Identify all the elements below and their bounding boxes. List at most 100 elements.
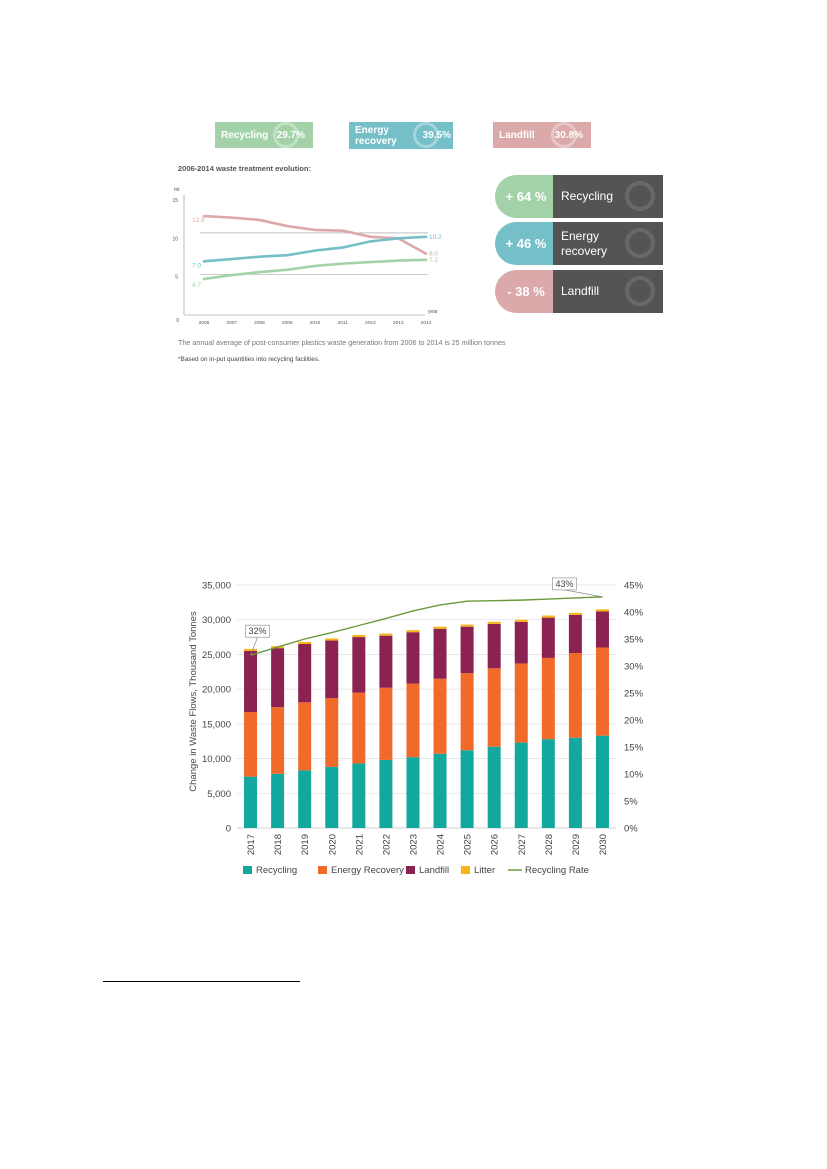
bar-segment [325,698,339,767]
footnote-separator [103,981,300,982]
bar-segment [406,630,420,633]
recycle-icon [273,122,299,148]
change-label: Recycling [561,189,614,203]
x-tick-label: 2022 [381,834,392,855]
y2-tick-label: 25% [624,689,644,700]
bar-segment [379,759,393,828]
bar-segment [379,687,393,760]
series-line [202,235,428,263]
bar-segment [325,638,339,641]
bar-segment [595,735,609,828]
bar-segment [271,648,285,708]
bar-segment [298,644,312,703]
callout-leader [250,637,258,656]
bar-segment [352,634,366,638]
power-icon [413,122,439,148]
x-tick-label: 2027 [517,834,528,855]
bar-segment [595,611,609,648]
bar-segment [271,773,285,828]
bar-segment [406,757,420,828]
truck-icon [625,276,655,306]
callout-label: 32% [249,626,267,636]
bar-segment [568,614,582,654]
legend-label: Recycling [256,865,297,876]
legend-label: Litter [474,865,495,876]
bar-segment [379,635,393,688]
recycle-icon [625,181,655,211]
callout-leader [564,589,603,598]
y2-tick-label: 30% [624,662,644,673]
y-axis-label: Change in Waste Flows, Thousand Tonnes [188,611,199,792]
footnote: *Based on in-put quantities into recycli… [178,356,320,363]
x-tick-label: 2029 [571,834,582,855]
y-tick-label: 20,000 [202,685,231,696]
y2-tick-label: 45% [624,581,644,592]
truck-icon [551,122,577,148]
change-label: Landfill [561,284,600,298]
change-value: + 46 % [495,222,553,265]
bar-segment [352,763,366,828]
callout-box [245,624,270,638]
bar-segment [271,707,285,774]
x-tick-label: 2023 [408,834,419,855]
y2-tick-label: 10% [624,770,644,781]
change-row-energy: + 46 % Energy recovery [495,222,663,265]
bar-segment [541,739,555,828]
legend-label: Landfill [419,865,449,876]
bar-segment [433,628,447,679]
bar-segment [433,753,447,828]
share-box-energy: Energy recovery 39.5% [349,122,453,149]
x-tick-label: 2019 [300,834,311,855]
bar-segment [244,712,258,777]
bar-segment [244,776,258,828]
bar-segment [514,621,528,664]
bar-segment [298,702,312,771]
y-tick-label: 10,000 [202,754,231,765]
bar-segment [244,648,258,651]
bar-segment [487,621,501,624]
share-label: Landfill [499,129,535,141]
share-box-landfill: Landfill 30.8% [493,122,591,148]
y2-tick-label: 5% [624,797,638,808]
x-tick-label: 2011 [338,320,349,326]
x-tick-label: 2018 [273,834,284,855]
bar-segment [487,746,501,828]
x-tick-label: 2021 [354,834,365,855]
x-tick-label: 2010 [310,320,321,326]
y-tick-label: 10 [172,236,178,242]
series-end-label: 7.2 [429,257,438,264]
x-tick-label: 2028 [544,834,555,855]
series-end-label: 8.0 [429,251,438,258]
x-tick-label: 2014 [421,320,432,326]
bar-segment [460,750,474,828]
bar-segment [352,637,366,693]
series-end-label: 10.2 [429,234,442,241]
callout-box [552,577,577,591]
change-row-recycling: + 64 % Recycling [495,175,663,218]
y2-tick-label: 40% [624,608,644,619]
legend-swatch [318,866,327,874]
x-tick-label: 2012 [365,320,376,326]
x-tick-label: 2017 [246,834,257,855]
y2-tick-label: 15% [624,743,644,754]
legend-swatch [461,866,470,874]
x-tick-label: 2026 [490,834,501,855]
change-value: + 64 % [495,175,553,218]
x-tick-label: 2006 [199,320,210,326]
series-line [202,214,428,255]
callout-label: 43% [555,579,573,589]
change-label: Energy recovery [561,228,608,258]
y-tick-label: 25,000 [202,650,231,661]
recycling-rate-line [250,596,603,656]
series-start-label: 7.0 [192,262,201,269]
bar-segment [325,640,339,699]
legend-swatch [243,866,252,874]
bar-segment [487,668,501,747]
y2-tick-label: 35% [624,635,644,646]
bar-segment [352,692,366,764]
bar-segment [595,647,609,736]
waste-flows-bar-chart: 0 5,000 10,000 15,000 20,000 25,000 30,000 35,0… [188,577,644,876]
bar-segment [406,683,420,758]
bar-segment [325,766,339,828]
x-tick-label: 2025 [463,834,474,855]
